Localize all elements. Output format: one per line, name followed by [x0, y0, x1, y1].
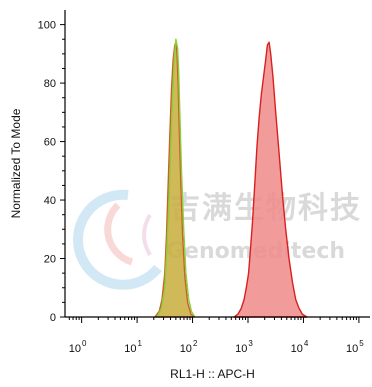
- x-tick-label: 102: [180, 339, 198, 355]
- y-tick-label: 80: [44, 78, 56, 90]
- watermark: 吉满生物科技 Genomeditech: [73, 189, 360, 290]
- y-tick-label: 20: [44, 254, 56, 266]
- x-tick-label: 104: [291, 339, 309, 355]
- histogram-series-2: [156, 38, 196, 318]
- ticks-layer: 0 20 40 60 80 100 100 101 102 103 104 105: [38, 20, 365, 355]
- y-tick-label: 100: [38, 20, 56, 32]
- y-axis-title: Normalized To Mode: [9, 108, 23, 218]
- watermark-logo-icon: [73, 189, 162, 290]
- x-tick-label: 103: [235, 339, 253, 355]
- series-layer: [154, 38, 308, 318]
- histogram-series-1: [154, 41, 195, 318]
- x-tick-label: 100: [69, 339, 87, 355]
- x-tick-label: 105: [346, 339, 364, 355]
- y-tick-label: 60: [44, 137, 56, 149]
- x-axis-title: RL1-H :: APC-H: [170, 367, 255, 381]
- y-tick-label: 0: [50, 312, 56, 324]
- histogram-series-3: [233, 41, 308, 318]
- y-tick-label: 40: [44, 195, 56, 207]
- x-tick-label: 101: [124, 339, 142, 355]
